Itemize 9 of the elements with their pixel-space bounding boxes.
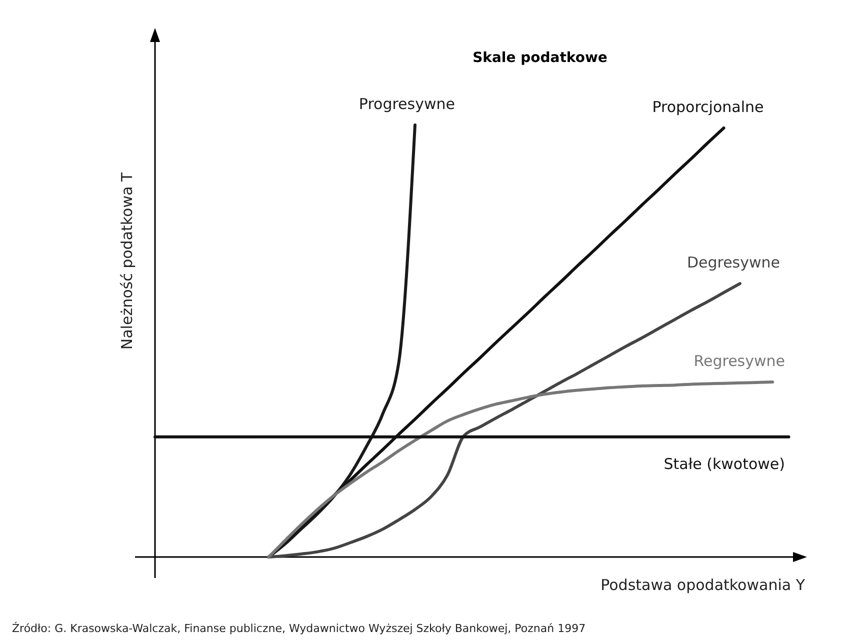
series-label: Progresywne (358, 95, 455, 113)
y-axis-title: Należność podatkowa T (118, 172, 136, 350)
series-label: Degresywne (686, 254, 780, 272)
series-label: Regresywne (694, 352, 785, 370)
chart-title: Skale podatkowe (472, 50, 608, 66)
series-label: Proporcjonalne (652, 98, 764, 116)
series-label: Stałe (kwotowe) (664, 454, 785, 473)
text: Źródło: G. Krasowska-Walczak, Finanse publiczne, Wydawnictwo Wyższej Szkoły Bankowej, Poznań 1997 (12, 621, 586, 635)
x-axis-title: Podstawa opodatkowania Y (600, 576, 806, 594)
